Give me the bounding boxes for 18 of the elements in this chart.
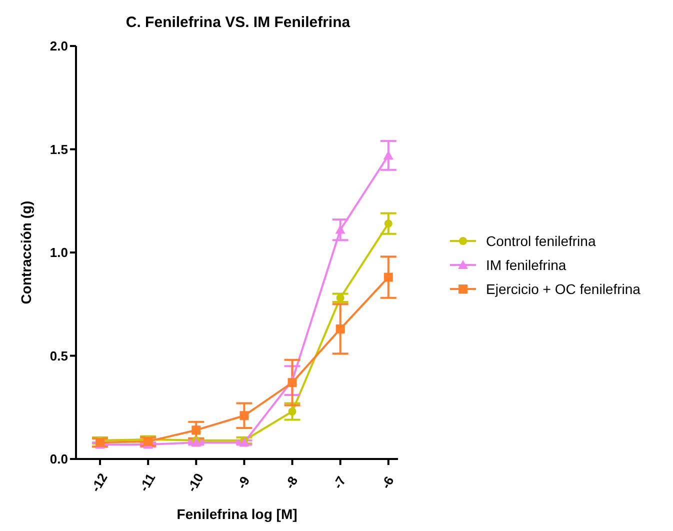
x-axis-title: Fenilefrina log [M] (176, 506, 298, 522)
legend-label: Control fenilefrina (486, 232, 596, 251)
y-tick-label: 0.5 (50, 348, 68, 364)
y-tick-label: 1.5 (50, 142, 68, 157)
y-tick-label: 1.0 (50, 245, 68, 260)
y-axis-title: Contracción (g) (18, 200, 34, 304)
legend-label: IM fenilefrina (486, 256, 566, 275)
x-tick-label: -8 (282, 474, 301, 492)
legend-label: Ejercicio + OC fenilefrina (486, 280, 640, 299)
x-tick-label: -7 (330, 474, 349, 492)
y-tick-label: 0.0 (50, 452, 68, 467)
x-tick-label: -12 (88, 470, 110, 494)
y-tick-label: 2.0 (50, 38, 68, 54)
x-tick-label: -10 (184, 470, 206, 494)
x-tick-label: -6 (378, 474, 397, 492)
chart-title: C. Fenilefrina VS. IM Fenilefrina (124, 14, 352, 31)
x-tick-label: -9 (234, 474, 253, 492)
x-tick-label: -11 (136, 470, 158, 494)
